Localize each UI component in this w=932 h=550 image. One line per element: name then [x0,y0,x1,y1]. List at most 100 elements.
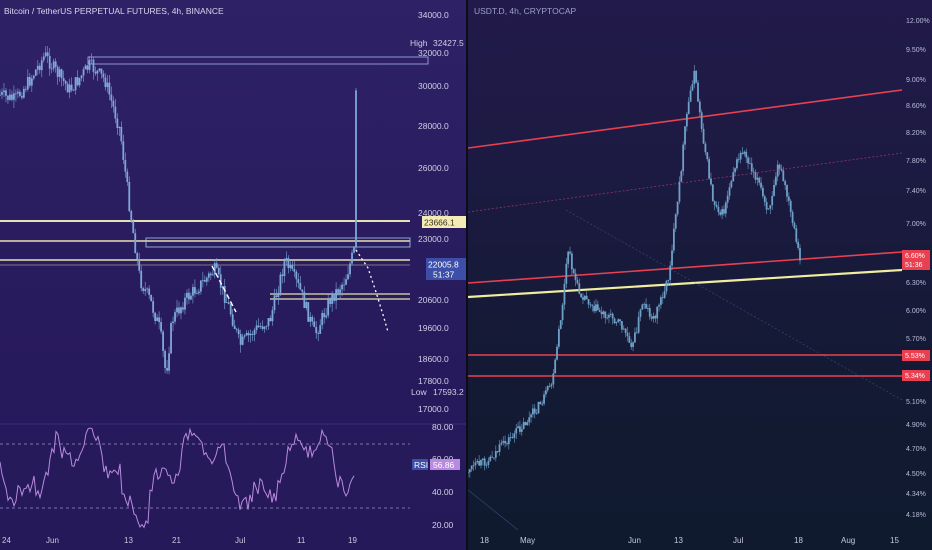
candle-body [217,267,220,275]
candle-body [1,92,3,95]
btc-chart-pane[interactable]: 34000.0 32000.0 30000.0 28000.0 26000.0 … [0,0,466,550]
high-label: High [410,38,428,48]
candle-body [130,211,133,222]
high-value: 32427.5 [433,38,464,48]
candle-body [780,168,783,171]
candle-body [108,82,111,95]
candle-body [517,426,519,429]
candle-body [341,284,343,290]
bar-countdown: 51:37 [433,270,455,280]
rsi-tick: 20.00 [432,520,454,530]
candle-body [737,159,740,161]
candle-body [565,263,568,284]
btc-chart-svg[interactable]: 34000.0 32000.0 30000.0 28000.0 26000.0 … [0,0,466,550]
candle-body [219,274,222,288]
candle-body [494,451,497,458]
candle-body [275,295,278,298]
candle-body [713,201,716,205]
candle-body [327,299,330,316]
candle-body [64,80,67,84]
candle-body [730,181,733,188]
candle-body [615,321,618,324]
candle-body [16,91,19,94]
candle-body [650,316,653,319]
candle-body [750,163,753,172]
time-tick: 24 [2,536,11,545]
candle-body [247,332,250,336]
candle-body [152,301,155,313]
percent-tick: 9.50% [906,47,926,54]
candle-body [567,251,570,264]
candle-body [351,252,353,264]
candle-body [500,442,503,445]
candle-body [343,284,345,286]
candle-body [231,314,234,326]
candle-body [519,426,521,432]
candle-body [498,444,501,452]
candle-body [311,316,314,322]
candle-body [632,342,634,347]
rsi-label: RSI [414,460,428,470]
candle-body [797,241,800,248]
time-tick: 18 [794,536,803,545]
candle-body [637,316,640,333]
candle-body [606,317,609,319]
candle-body [765,202,768,210]
candle-body [98,68,101,71]
candle-body [752,171,755,173]
candle-body [136,253,139,260]
candle-body [249,333,252,336]
candle-body [543,394,545,404]
candle-body [639,309,642,317]
usdt-chart-svg[interactable]: 12.00% 9.50% 9.00% 8.60% 8.20% 7.80% 7.4… [468,0,932,550]
candle-body [721,209,724,215]
candle-body [669,265,672,280]
candle-body [188,292,190,300]
candle-body [658,304,660,307]
candle-body [285,258,288,262]
candle-body [349,263,351,275]
price-tick: 30000.0 [418,81,449,91]
candle-body [561,304,564,321]
candle-body [680,171,683,182]
candle-body [60,69,63,79]
candle-body [30,78,33,86]
candle-body [281,274,284,277]
time-tick: 19 [348,536,357,545]
candle-body [799,247,801,261]
candle-body [54,61,57,67]
level-price-tag-text: 23666.1 [424,218,455,228]
candle-body [215,263,218,268]
candle-body [134,233,137,254]
percent-tick: 4.18% [906,512,926,519]
candle-body [745,151,748,158]
chart-title[interactable]: Bitcoin / TetherUS PERPETUAL FUTURES, 4h… [4,6,224,16]
candle-body [170,323,172,354]
candle-body [723,209,725,214]
price-tick: 26000.0 [418,163,449,173]
percent-tick: 6.30% [906,280,926,287]
candle-body [656,306,659,319]
candle-body [337,289,340,293]
candle-body [11,94,13,100]
level-lines [0,56,429,300]
candle-body [685,113,688,127]
candle-body [229,303,232,315]
candle-body [273,295,276,311]
usdt-dominance-pane[interactable]: 12.00% 9.50% 9.00% 8.60% 8.20% 7.80% 7.4… [468,0,932,550]
percent-axis: 12.00% 9.50% 9.00% 8.60% 8.20% 7.80% 7.4… [906,18,930,519]
chart-title[interactable]: USDT.D, 4h, CRYPTOCAP [474,6,577,16]
candle-body [0,94,1,96]
candle-body [118,126,121,128]
candle-body [253,329,256,335]
candle-body [44,52,47,57]
time-tick: Jul [733,536,743,545]
candle-body [526,422,529,426]
pane-divider[interactable] [466,0,468,550]
candle-body [550,384,553,387]
price-tick: 32000.0 [418,48,449,58]
candle-body [634,332,636,343]
candle-body [24,88,27,90]
trend-dashline [211,265,237,313]
candle-body [608,314,610,318]
